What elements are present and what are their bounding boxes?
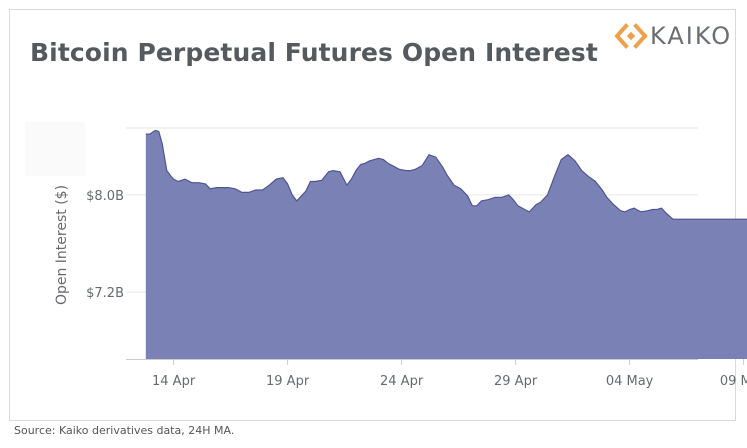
y-axis-label: Open Interest ($) <box>54 184 70 306</box>
x-tick-label: 04 May <box>606 374 654 389</box>
x-tick-label: 09 May <box>720 374 747 389</box>
open-interest-area <box>145 130 747 359</box>
chart-title: Bitcoin Perpetual Futures Open Interest <box>30 38 598 67</box>
kaiko-logo-text: KAIKO <box>650 22 733 50</box>
x-tick-label: 14 Apr <box>152 374 196 389</box>
blank-panel <box>25 122 85 176</box>
kaiko-logo: KAIKO <box>614 21 732 51</box>
kaiko-logo-icon <box>614 23 648 49</box>
x-tick-label: 29 Apr <box>494 374 538 389</box>
source-note: Source: Kaiko derivatives data, 24H MA. <box>14 424 235 437</box>
y-tick-label: $7.2B <box>86 286 124 301</box>
y-tick-label: $8.0B <box>86 189 124 204</box>
x-tick-label: 24 Apr <box>380 374 424 389</box>
x-tick-label: 19 Apr <box>266 374 310 389</box>
open-interest-line <box>145 129 747 220</box>
